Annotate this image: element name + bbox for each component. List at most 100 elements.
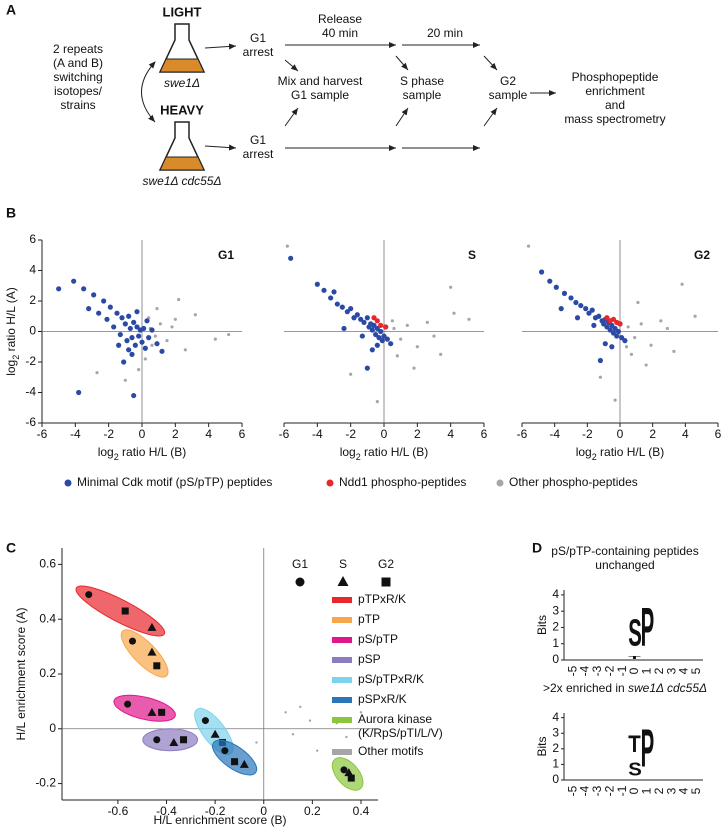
axis-label: log2 ratio H/L (A) (4, 287, 21, 376)
x-tick-label: 4 (447, 427, 454, 441)
y-tick-label: -6 (25, 415, 36, 429)
point (547, 278, 553, 284)
point (345, 735, 348, 739)
point (622, 338, 628, 344)
legend-label: Other phospho-peptides (509, 475, 638, 489)
point (81, 286, 87, 292)
step: Phosphopeptide (572, 70, 659, 84)
strain: swe1Δ (164, 76, 200, 90)
x-tick-label: -4 (549, 427, 560, 441)
group-ellipse (113, 694, 176, 722)
group-ellipse (211, 739, 258, 776)
legend-shape (381, 577, 391, 587)
x-tick-label: 4 (205, 427, 212, 441)
legend-swatch (332, 597, 352, 603)
step: arrest (243, 45, 274, 59)
point (134, 309, 140, 315)
point (123, 378, 127, 382)
y-tick-label: 0.4 (39, 611, 56, 625)
point (612, 325, 618, 332)
logo-letter: T (628, 656, 640, 661)
series (120, 629, 169, 678)
y-tick-label: 0.6 (39, 557, 56, 571)
marker-g2 (231, 758, 239, 766)
point (183, 348, 187, 352)
arrow (395, 55, 409, 71)
step: 20 min (427, 26, 463, 40)
point (539, 269, 545, 275)
point (586, 310, 592, 316)
y-tick-label: -4 (25, 385, 36, 399)
legend-swatch (332, 657, 352, 663)
point (91, 292, 97, 298)
arrow (204, 144, 237, 151)
y-tick-label: 6 (29, 232, 36, 246)
point (291, 733, 295, 736)
point (602, 341, 608, 347)
point (672, 349, 676, 353)
point (371, 315, 377, 321)
axis-label: Bits (535, 736, 549, 756)
point (159, 348, 165, 354)
panel-label: D (532, 540, 542, 556)
x-tick-label: 4 (677, 667, 691, 674)
x-tick-label: 0 (260, 804, 267, 818)
point (141, 325, 147, 332)
point (96, 310, 102, 316)
title-part: swe1Δ cdc55Δ (628, 681, 707, 695)
x-tick-label: 6 (481, 427, 488, 441)
point (316, 749, 319, 752)
point (604, 315, 610, 321)
marker-s (210, 729, 220, 738)
step: sample (403, 88, 442, 102)
step: and (605, 98, 625, 112)
step: arrest (243, 147, 274, 161)
legend-swatch (332, 749, 352, 755)
point (626, 325, 630, 329)
x-tick-label: -6 (37, 427, 48, 441)
point (384, 336, 390, 342)
logo-letter: T (628, 731, 641, 758)
x-tick-label: 0 (627, 667, 641, 674)
point (299, 705, 302, 709)
point (633, 336, 637, 340)
series (371, 315, 389, 330)
axis-label: H/L enrichment score (A) (14, 608, 28, 741)
y-tick-label: 2 (552, 741, 559, 755)
point (381, 333, 387, 339)
legend-swatch (332, 617, 352, 623)
point (649, 343, 653, 347)
legend-label: pTPxR/K (358, 592, 406, 606)
point (619, 335, 625, 341)
title-part: pS/pTP-containing peptides (551, 544, 698, 558)
diagram: 2 repeats (A and B) switching isotopes/ … (53, 4, 666, 188)
x-tick-label: 1 (640, 667, 654, 674)
x-tick-label: -5 (565, 665, 579, 676)
point (665, 326, 669, 331)
point (609, 344, 615, 350)
axis-label: log2 ratio H/L (B) (340, 445, 429, 462)
point (369, 327, 375, 333)
step: Mix and harvest (278, 74, 363, 88)
point (331, 289, 337, 295)
plot-title: G2 (694, 248, 710, 262)
x-tick-label: -2 (582, 427, 593, 441)
axis-label: log2 ratio H/L (B) (576, 445, 665, 462)
legend-label: (K/RpS/pTI/L/V) (358, 726, 443, 740)
arrow (284, 59, 299, 72)
series (331, 757, 364, 791)
point (95, 371, 99, 375)
light-label: LIGHT (163, 4, 202, 19)
legend-label: Minimal Cdk motif (pS/pTP) peptides (77, 475, 272, 489)
point (390, 319, 394, 323)
point (119, 315, 125, 321)
point (374, 318, 380, 324)
point (693, 314, 697, 318)
point (255, 741, 258, 744)
x-tick-label: -6 (517, 427, 528, 441)
y-tick-label: 3 (552, 725, 559, 739)
point (131, 392, 137, 399)
point (610, 330, 617, 336)
point (573, 299, 579, 306)
arrow (483, 107, 498, 127)
